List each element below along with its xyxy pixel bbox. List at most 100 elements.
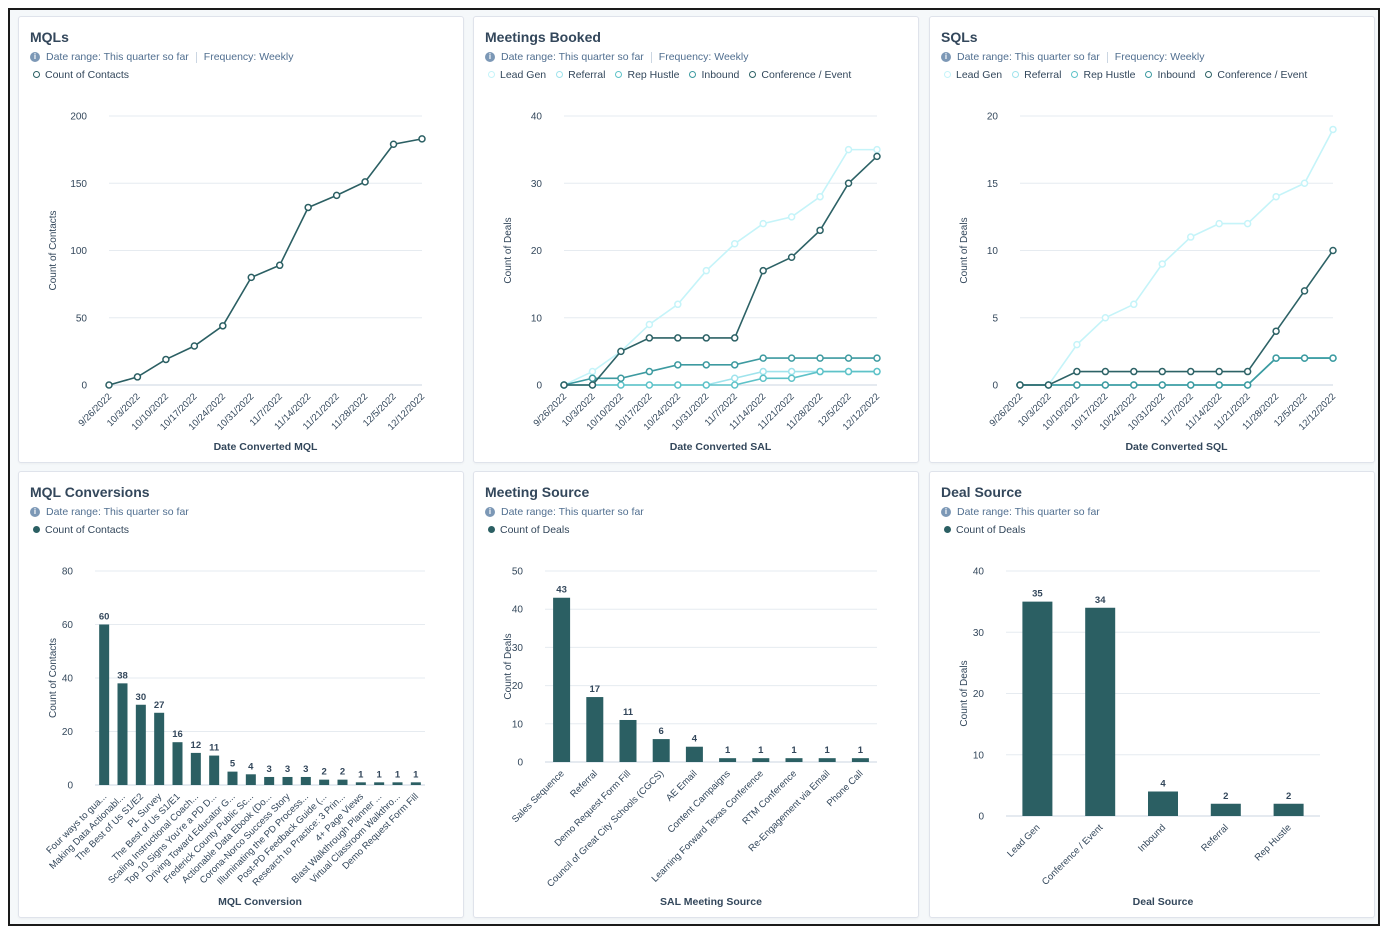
bar [282,776,293,785]
bar [619,719,637,762]
legend-item[interactable]: Referral [556,68,605,81]
legend-item[interactable]: Lead Gen [944,68,1002,81]
card-title[interactable]: MQLs [30,29,69,45]
data-point [1158,367,1167,376]
info-icon[interactable]: i [941,507,951,517]
bar [337,779,348,785]
legend-item[interactable]: Count of Contacts [33,68,129,81]
data-point [1158,260,1167,268]
data-label: 60 [99,612,110,623]
data-label: 3 [303,764,308,775]
data-point [844,145,853,154]
data-label: 1 [395,769,401,780]
legend-item[interactable]: Rep Hustle [615,68,679,81]
data-point [787,213,796,221]
y-tick-label: 40 [531,112,543,123]
data-point [588,374,597,383]
info-icon[interactable]: i [485,507,495,517]
x-tick-label: Rep Hustle [1253,822,1294,863]
data-point [759,367,767,376]
legend-item[interactable]: Lead Gen [488,68,546,81]
legend-item[interactable]: Count of Deals [488,523,569,536]
deal-source-card: Deal Source i Date range: This quarter s… [929,471,1375,918]
chart-legend: Count of Contacts [33,68,453,81]
info-icon[interactable]: i [485,52,495,62]
card-title[interactable]: SQLs [941,29,978,45]
dashboard: MQLs i Date range: This quarter so far F… [8,8,1380,926]
data-label: 4 [248,761,254,772]
bar-chart: 0 10 20 30 40 Count of Deals Deal Source 35 Lead… [959,567,1320,908]
legend-item[interactable]: Conference / Event [749,68,851,81]
legend-item[interactable]: Count of Deals [944,523,1025,536]
data-point [816,354,824,362]
legend-marker [615,71,623,78]
data-label: 1 [758,745,764,756]
data-point [1300,354,1309,362]
report-filters: i Date range: This quarter so far [30,506,189,518]
legend-marker [1205,71,1213,78]
data-label: 1 [413,769,419,780]
data-point [1300,287,1309,295]
bar [154,712,165,785]
legend-item[interactable]: Referral [1012,68,1061,81]
y-tick-label: 30 [973,628,985,639]
data-point [588,381,597,389]
data-label: 38 [117,670,128,681]
legend-item[interactable]: Rep Hustle [1071,68,1135,81]
data-label: 16 [172,729,183,740]
x-tick-label: Sales Sequence [510,768,567,825]
info-icon[interactable]: i [30,52,40,62]
card-title[interactable]: Meeting Source [485,484,590,500]
data-point [1300,179,1309,187]
card-title[interactable]: MQL Conversions [30,484,150,500]
data-point [1272,192,1280,201]
y-tick-label: 100 [70,246,87,257]
data-point [1272,327,1280,335]
data-point [219,322,227,330]
data-point [645,320,654,329]
x-tick-label: Conference / Event [1040,822,1106,888]
y-tick-label: 0 [978,812,984,823]
data-point [588,367,597,376]
bar [785,758,803,762]
info-icon[interactable]: i [30,507,40,517]
legend-item[interactable]: Count of Contacts [33,523,129,536]
x-tick-label: Referral [1199,822,1231,854]
bar [553,597,571,762]
data-point [1329,246,1337,255]
data-point [787,354,796,362]
divider [650,51,652,63]
data-point [1158,381,1167,389]
legend-item[interactable]: Inbound [689,68,739,81]
bar [374,782,385,785]
chart-legend: Count of Contacts [33,523,453,536]
data-point [816,367,824,376]
legend-item[interactable]: Conference / Event [1205,68,1307,81]
date-range: Date range: This quarter so far [46,51,189,63]
bar [1148,791,1178,816]
y-tick-label: 0 [517,758,523,769]
bar [355,782,366,785]
data-point [1329,354,1337,362]
y-tick-label: 40 [512,605,524,616]
legend-item[interactable]: Inbound [1145,68,1195,81]
bar [392,782,403,785]
bar [1273,803,1304,816]
sqls-card: SQLs i Date range: This quarter so far F… [929,16,1375,463]
data-label: 5 [230,759,236,770]
card-title[interactable]: Deal Source [941,484,1022,500]
data-point [787,374,796,383]
data-point [1073,381,1081,389]
info-icon[interactable]: i [941,52,951,62]
data-point [1130,367,1138,376]
date-range: Date range: This quarter so far [501,506,644,518]
data-point [1044,381,1053,389]
legend-marker [1145,71,1153,78]
line-chart: 0 50 100 150 200 Count of Contacts Date Conver… [48,112,427,454]
legend-marker [944,71,951,78]
card-title[interactable]: Meetings Booked [485,29,601,45]
data-label: 43 [556,585,567,596]
data-point [1215,219,1223,228]
legend-marker [33,526,40,533]
y-tick-label: 0 [67,781,73,792]
